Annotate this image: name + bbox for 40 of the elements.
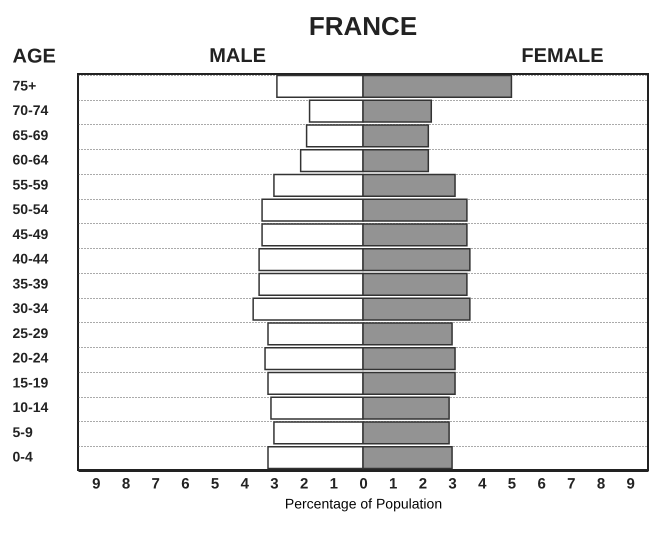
y-tick-label: 50-54 xyxy=(12,201,49,218)
x-tick-label: 2 xyxy=(300,476,308,492)
y-tick-label: 15-19 xyxy=(12,374,49,390)
x-tick-label: 5 xyxy=(210,476,220,492)
y-tick-label: 30-34 xyxy=(12,300,49,316)
y-tick-label: 70-74 xyxy=(12,102,49,118)
x-tick-label: 4 xyxy=(240,476,250,492)
series-label: FEMALE xyxy=(521,45,604,67)
x-tick-label: 9 xyxy=(92,476,100,492)
x-tick-label: 1 xyxy=(330,476,338,492)
y-tick-label: 5-9 xyxy=(12,424,33,440)
x-tick-label: 6 xyxy=(181,476,190,492)
x-tick-label: 1 xyxy=(389,476,398,492)
x-tick-label: 4 xyxy=(478,476,488,492)
x-tick-label: 6 xyxy=(537,476,546,492)
x-tick-label: 7 xyxy=(152,476,160,492)
series-label: MALE xyxy=(209,45,266,67)
x-tick-label: 2 xyxy=(418,476,428,492)
y-tick-label: 40-44 xyxy=(12,250,49,267)
y-tick-label: 25-29 xyxy=(12,324,49,341)
y-tick-label: 20-24 xyxy=(12,350,49,366)
y-tick-label: 10-14 xyxy=(12,399,49,416)
x-axis-title: Percentage of Population xyxy=(284,496,442,512)
y-tick-label: 60-64 xyxy=(12,152,49,168)
x-tick-label: 8 xyxy=(596,476,606,492)
x-tick-label: 7 xyxy=(567,476,576,492)
x-tick-label: 5 xyxy=(508,476,516,492)
y-axis-title: AGE xyxy=(12,46,56,68)
y-tick-label: 0-4 xyxy=(12,448,33,465)
x-tick-label: 8 xyxy=(122,476,130,492)
y-tick-label: 45-49 xyxy=(12,226,49,242)
x-tick-label: 3 xyxy=(270,476,279,492)
x-tick-label: 0 xyxy=(359,476,368,492)
x-tick-label: 3 xyxy=(448,476,457,492)
y-tick-label: 35-39 xyxy=(12,275,49,292)
y-tick-label: 65-69 xyxy=(12,126,49,143)
y-tick-label: 75+ xyxy=(12,77,36,94)
y-tick-label: 55-59 xyxy=(12,176,49,192)
x-tick-label: 9 xyxy=(626,476,635,492)
chart-title: FRANCE xyxy=(308,11,418,41)
